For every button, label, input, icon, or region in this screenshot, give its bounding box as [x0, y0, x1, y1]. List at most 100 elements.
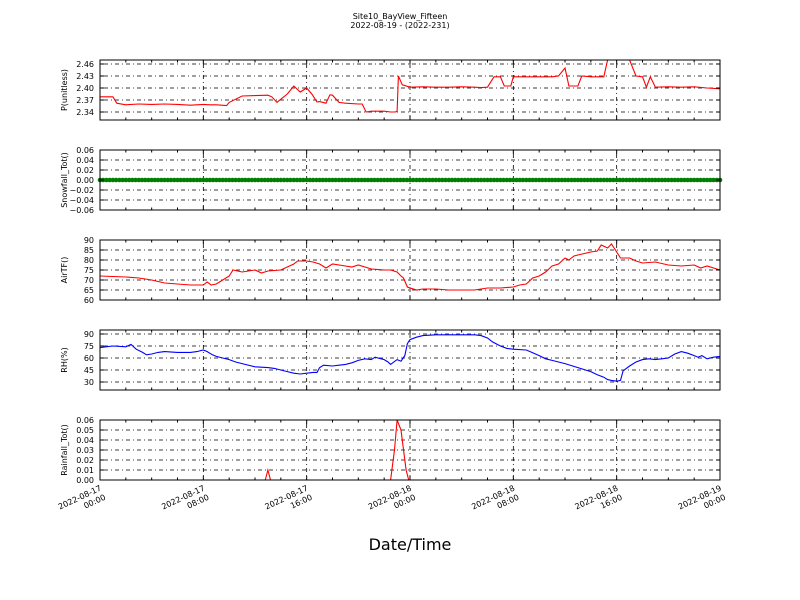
data-point: [456, 177, 461, 183]
panel-2: −0.06−0.04−0.020.000.020.040.06 Snowfall_…: [60, 146, 723, 215]
data-point: [469, 177, 474, 183]
data-point: [520, 177, 526, 183]
data-point: [310, 177, 316, 183]
panels: 2.342.372.402.432.46P(unitless)−0.06−0.0…: [60, 59, 723, 485]
x-axis-ticks: 2022-08-1700:00 2022-08-1708:00 2022-08-17…: [57, 484, 727, 521]
data-point: [204, 177, 209, 183]
data-point: [472, 177, 477, 183]
y-axis-label: RH(%): [60, 347, 69, 372]
y-tick-label: 45: [84, 366, 94, 375]
x-tick-label: 2022-08-1700:00: [57, 484, 107, 521]
data-point: [165, 177, 171, 183]
y-tick-label: 75: [84, 266, 94, 275]
data-point: [607, 177, 613, 183]
data-point: [159, 177, 164, 183]
data-point: [410, 177, 416, 183]
data-point: [553, 177, 558, 183]
data-point: [320, 177, 326, 183]
data-point: [117, 177, 122, 183]
series-line: [100, 59, 721, 113]
data-point: [507, 177, 513, 183]
data-point: [323, 177, 329, 183]
data-point: [285, 177, 290, 183]
data-point: [265, 177, 271, 183]
data-point: [611, 177, 616, 183]
y-tick-label: 2.43: [76, 72, 94, 81]
x-tick-label: 2022-08-1708:00: [160, 484, 210, 521]
data-point: [630, 177, 636, 183]
data-point: [672, 177, 678, 183]
data-point: [178, 177, 183, 183]
data-point: [601, 177, 607, 183]
y-tick-label: 0.06: [76, 146, 94, 155]
data-point: [336, 177, 342, 183]
y-tick-label: 80: [84, 256, 94, 265]
data-point: [220, 177, 225, 183]
data-point: [517, 177, 523, 183]
y-tick-label: 0.04: [76, 156, 94, 165]
data-point: [475, 177, 481, 183]
data-point: [691, 177, 697, 183]
data-point: [407, 177, 413, 183]
data-point: [352, 177, 358, 183]
data-point: [301, 177, 306, 183]
data-point: [172, 177, 177, 183]
data-point: [572, 177, 577, 183]
data-point: [239, 177, 245, 183]
data-point: [465, 177, 471, 183]
data-point: [378, 177, 384, 183]
data-point: [452, 177, 458, 183]
data-point: [333, 177, 339, 183]
data-point: [440, 177, 445, 183]
data-point: [394, 177, 400, 183]
data-point: [682, 177, 687, 183]
data-point: [107, 177, 112, 183]
x-tick-label: 2022-08-1816:00: [574, 484, 624, 521]
data-point: [585, 177, 590, 183]
data-point: [230, 177, 235, 183]
data-point: [155, 177, 161, 183]
y-axis-label: P(unitless): [60, 69, 69, 111]
data-point: [188, 177, 193, 183]
data-point: [491, 177, 497, 183]
data-point: [120, 177, 125, 183]
data-point: [704, 177, 710, 183]
y-tick-label: 0.00: [76, 176, 94, 185]
y-tick-label: 0.00: [76, 476, 94, 485]
data-point: [420, 177, 426, 183]
series-line: [99, 243, 721, 291]
data-point: [627, 177, 632, 183]
data-point: [223, 177, 229, 183]
data-point: [688, 177, 694, 183]
data-point: [666, 177, 671, 183]
data-point: [459, 177, 465, 183]
y-tick-label: 90: [84, 236, 94, 245]
data-point: [569, 177, 574, 183]
y-tick-label: 2.34: [76, 108, 94, 117]
data-point: [339, 177, 345, 183]
y-tick-label: 60: [84, 296, 94, 305]
data-point: [443, 177, 448, 183]
y-tick-label: −0.02: [69, 186, 94, 195]
data-point: [423, 177, 429, 183]
data-point: [207, 177, 213, 183]
y-axis-label: Rainfall_Tot(): [60, 424, 69, 476]
data-point: [559, 177, 565, 183]
data-point: [549, 177, 555, 183]
data-point: [168, 177, 174, 183]
data-point: [272, 177, 277, 183]
data-point: [126, 177, 132, 183]
y-tick-label: 0.01: [76, 466, 94, 475]
data-point: [236, 177, 242, 183]
x-tick-label: 2022-08-1800:00: [367, 484, 417, 521]
data-point: [527, 177, 532, 183]
data-point: [488, 177, 494, 183]
y-axis-label: Snowfall_Tot(): [60, 152, 69, 208]
data-point: [533, 177, 539, 183]
data-point: [327, 177, 332, 183]
data-point: [233, 177, 238, 183]
data-point: [133, 177, 138, 183]
data-point: [194, 177, 200, 183]
